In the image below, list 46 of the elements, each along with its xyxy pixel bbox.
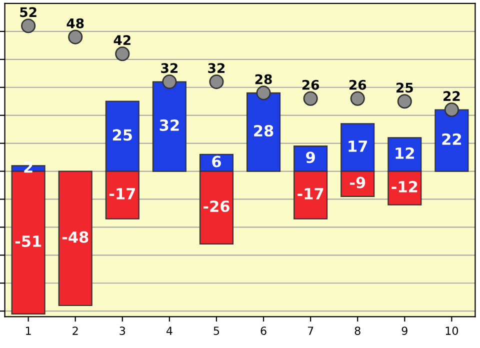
point [444, 102, 459, 118]
x-tick-label: 1 [26, 326, 31, 335]
point [303, 91, 318, 106]
data-label: 48 [66, 18, 84, 28]
data-label: 25 [112, 129, 132, 141]
point [209, 74, 224, 90]
data-label: 32 [208, 63, 225, 74]
point [115, 46, 130, 62]
x-tick-label: 8 [354, 326, 360, 336]
data-label: 28 [254, 124, 274, 137]
data-label: -48 [62, 231, 88, 243]
x-tick-label: 7 [308, 326, 314, 335]
x-tick-label: 5 [214, 326, 220, 336]
x-tick-label: 4 [166, 326, 172, 335]
data-label: 12 [396, 147, 414, 159]
bar [58, 170, 92, 306]
data-label: 32 [161, 63, 178, 74]
data-label: -17 [109, 188, 135, 200]
data-label: 6 [212, 156, 221, 168]
x-tick-label: 2 [72, 326, 78, 335]
point [162, 74, 177, 90]
data-label: -9 [350, 176, 366, 188]
point [68, 30, 83, 44]
point [350, 91, 365, 106]
data-label: 9 [306, 152, 315, 164]
x-tick-label: 3 [120, 326, 126, 336]
data-label: 32 [160, 119, 179, 131]
point [256, 86, 271, 100]
x-tick-label: 9 [402, 326, 408, 336]
data-label: -26 [204, 200, 230, 212]
point [397, 94, 412, 109]
data-label: 26 [302, 80, 320, 90]
data-label: 52 [20, 7, 36, 18]
data-label: 26 [349, 80, 366, 90]
point [21, 18, 36, 34]
data-label: 28 [255, 74, 272, 84]
x-tick-label: 6 [260, 326, 266, 336]
data-label: 42 [114, 35, 130, 45]
data-label: 22 [444, 91, 460, 101]
data-label: -51 [15, 236, 42, 248]
data-label: 17 [348, 140, 368, 152]
data-label: -17 [298, 188, 324, 200]
x-tick-label: 10 [446, 326, 458, 336]
data-label: 22 [442, 133, 461, 145]
data-label: 25 [396, 82, 413, 93]
data-label: -12 [392, 180, 418, 192]
